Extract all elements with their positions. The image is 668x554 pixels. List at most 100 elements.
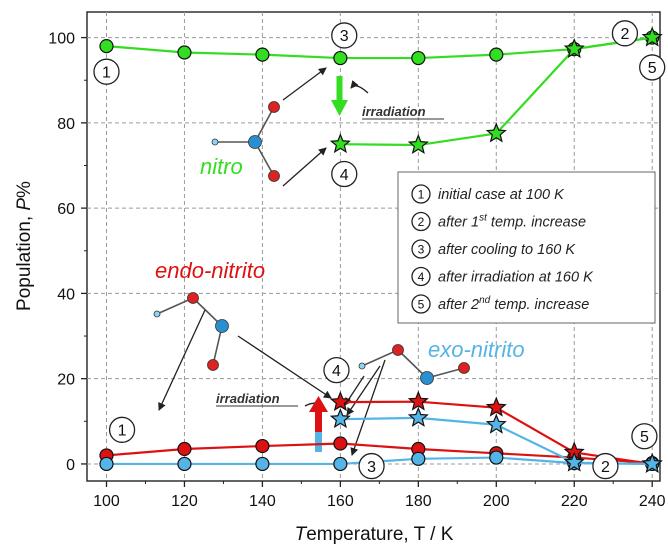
step-number: 1: [418, 187, 425, 201]
legend-entry-rest: temp. increase: [490, 297, 589, 313]
step-number: 3: [418, 242, 425, 256]
step-marker-3: 3: [358, 452, 385, 480]
step-number: 4: [332, 363, 341, 380]
legend-entry-text: after cooling to 160 K: [438, 242, 576, 258]
irradiation-text: irradiation: [362, 104, 426, 119]
x-tick-label: 100: [93, 493, 120, 510]
circle-marker: [177, 45, 192, 60]
y-tick-label: 100: [48, 31, 75, 48]
legend: 1 initial case at 100 K 2 after 1st temp. i…: [397, 171, 656, 324]
series-line: [106, 36, 653, 60]
step-markers: 1 3 4 2 5 1 4 3 2 5: [93, 20, 666, 480]
step-number: 2: [418, 215, 425, 229]
x-tick-label: 160: [327, 493, 354, 510]
star-marker: [563, 451, 585, 472]
y-tick-label: 60: [57, 201, 75, 218]
series-nitro-irradiated: [329, 26, 663, 155]
y-tick-label: 40: [57, 286, 75, 303]
legend-marker-5: 5: [411, 294, 431, 314]
x-axis-label: Temperature, T / K: [295, 524, 454, 545]
x-tick-label: 120: [171, 493, 198, 510]
x-tick-label: 140: [249, 493, 276, 510]
legend-entry-text: after irradiation at 160 K: [438, 270, 594, 286]
exo-nitrito-molecule-diagram: [358, 344, 470, 385]
circle-marker: [333, 436, 348, 451]
irradiation-text: irradiation: [216, 391, 280, 406]
step-number: 5: [640, 429, 649, 446]
step-marker-5: 5: [631, 423, 658, 450]
star-marker: [563, 37, 585, 59]
step-number: 4: [418, 270, 425, 284]
nitrito-irradiation-arrow: [309, 396, 328, 452]
legend-entry-text: initial case at 100 K: [438, 187, 565, 203]
star-marker: [485, 396, 507, 417]
step-marker-2: 2: [611, 20, 639, 47]
circle-marker: [255, 456, 270, 472]
legend-entry-text: after 1st temp. increase: [438, 213, 586, 231]
x-tick-label: 180: [405, 493, 432, 510]
step-number: 3: [340, 28, 349, 45]
endo-nitrito-molecule-diagram: [153, 292, 229, 371]
star-marker: [485, 122, 507, 143]
y-axis-symbol: P: [14, 198, 35, 211]
x-tick-label: 200: [483, 493, 510, 510]
irradiation-label-bottom: irradiation: [216, 391, 298, 407]
legend-marker-2: 2: [411, 211, 431, 232]
circle-marker: [411, 50, 426, 66]
step-number: 5: [418, 297, 425, 311]
star-marker: [329, 408, 351, 429]
star-marker: [329, 133, 351, 154]
legend-superscript: st: [479, 213, 488, 224]
circle-marker: [255, 47, 270, 62]
y-tick-label: 0: [66, 457, 75, 474]
nitro-molecule-diagram: [211, 101, 280, 182]
star-marker: [407, 390, 429, 411]
x-axis-symbol: T: [295, 524, 308, 545]
step-number: 2: [601, 459, 610, 476]
exo-nitrito-series-label: exo-nitrito: [428, 337, 525, 362]
nitro-series-label: nitro: [200, 154, 243, 179]
step-number: 2: [620, 26, 629, 43]
circle-marker: [411, 451, 426, 466]
step-marker-4: 4: [331, 160, 358, 188]
star-marker: [407, 406, 429, 427]
star-marker: [641, 26, 663, 47]
step-marker-3: 3: [331, 22, 358, 49]
endo-nitrito-series-label: endo-nitrito: [155, 258, 265, 283]
circle-marker: [333, 50, 348, 66]
circle-marker: [99, 456, 114, 472]
legend-entry-text: after 2nd temp. increase: [438, 295, 589, 313]
y-tick-label: 20: [57, 372, 75, 389]
step-number: 4: [340, 167, 349, 184]
step-marker-1: 1: [93, 58, 120, 85]
step-number: 5: [648, 60, 657, 77]
nitro-irradiation-arrow: [331, 76, 348, 116]
step-marker-5: 5: [639, 54, 666, 81]
circle-marker: [333, 456, 348, 472]
circle-marker: [99, 39, 114, 54]
circle-marker: [255, 438, 270, 454]
axis-ticks: [81, 36, 653, 487]
legend-superscript: nd: [479, 295, 491, 306]
step-marker-1: 1: [108, 416, 136, 443]
legend-marker-1: 1: [411, 184, 431, 204]
grid-lines: [87, 12, 660, 481]
tick-labels: 100 120 140 160 180 200 220 240 0 20 40 60 80 100: [48, 31, 665, 510]
y-tick-label: 80: [57, 116, 75, 133]
circle-marker: [177, 456, 192, 472]
x-tick-label: 240: [639, 493, 666, 510]
step-marker-4: 4: [323, 356, 350, 384]
x-tick-label: 220: [561, 493, 588, 510]
star-marker: [641, 452, 663, 473]
circle-marker: [177, 441, 192, 457]
step-marker-2: 2: [592, 452, 619, 480]
legend-marker-4: 4: [411, 266, 431, 287]
step-number: 1: [102, 64, 111, 81]
step-number: 3: [367, 459, 376, 476]
circle-marker: [489, 450, 504, 465]
star-marker: [407, 133, 429, 155]
legend-marker-3: 3: [411, 239, 431, 259]
step-number: 1: [118, 423, 127, 440]
star-marker: [485, 413, 507, 434]
